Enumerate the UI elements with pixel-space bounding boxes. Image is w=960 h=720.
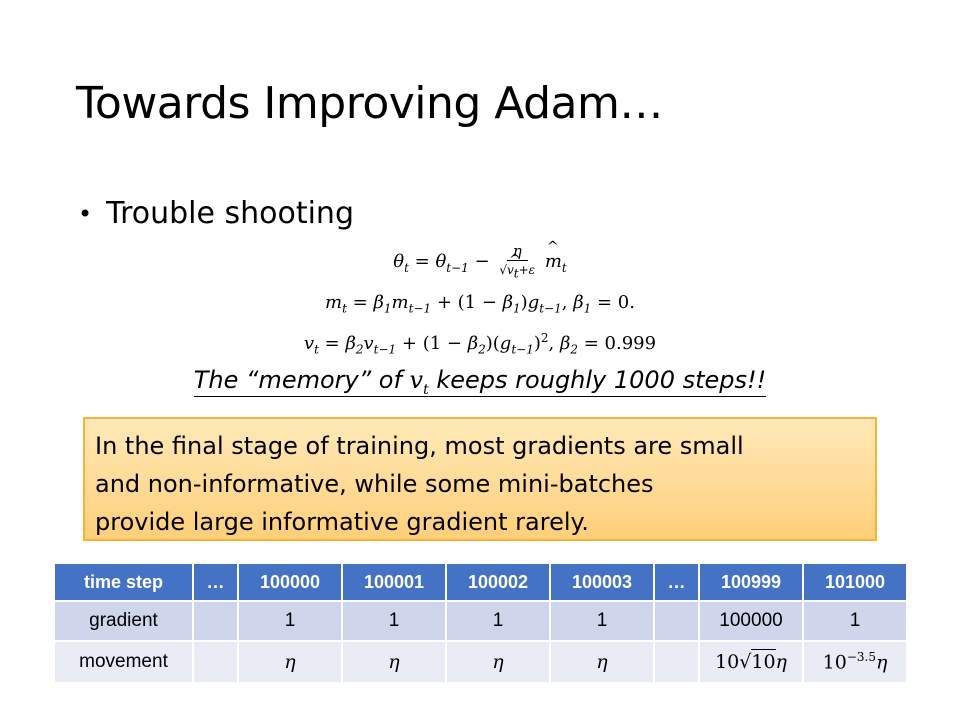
equation-theta-update: θt = θt−1 − η √vt+ε mt (0, 242, 960, 282)
table-cell: η (549, 640, 655, 684)
header-cell: 100000 (237, 562, 343, 602)
table-cell: 1 (445, 600, 551, 642)
header-cell: 100999 (698, 562, 804, 602)
bullet-item: • Trouble shooting (78, 196, 354, 231)
beta2-value: 0.999 (604, 333, 657, 354)
bullet-dot-icon: • (78, 199, 93, 228)
table-row-movement: movement η η η η 10√10η 10−3.5η (53, 640, 908, 684)
fraction-eta: η √vt+ε (499, 242, 535, 282)
table-cell: 1 (341, 600, 447, 642)
callout-line: In the final stage of training, most gra… (95, 432, 744, 460)
table-cell (192, 600, 239, 642)
gradient-table: time step … 100000 100001 100002 100003 … (53, 562, 908, 684)
table-header-row: time step … 100000 100001 100002 100003 … (53, 562, 908, 602)
memory-note: The “memory” of vt keeps roughly 1000 st… (0, 366, 960, 398)
header-cell: 101000 (802, 562, 908, 602)
table-cell-large-movement: 10√10η (698, 640, 804, 684)
memory-note-var: vt (409, 366, 429, 398)
header-cell: 100002 (445, 562, 551, 602)
table-cell (653, 600, 700, 642)
header-cell: … (192, 562, 239, 602)
bullet-text: Trouble shooting (106, 196, 354, 231)
table-cell: η (445, 640, 551, 684)
table-row-gradient: gradient 1 1 1 1 100000 1 (53, 600, 908, 642)
table-cell: η (237, 640, 343, 684)
table-cell: η (341, 640, 447, 684)
callout-line: and non-informative, while some mini-bat… (95, 470, 654, 498)
beta1-value: 0. (617, 292, 635, 313)
table-cell: 100000 (698, 600, 804, 642)
table-cell-small-movement: 10−3.5η (802, 640, 908, 684)
table-cell (192, 640, 239, 684)
header-cell: time step (53, 562, 194, 602)
header-cell: 100003 (549, 562, 655, 602)
callout-box: In the final stage of training, most gra… (83, 417, 877, 541)
table-cell: 1 (802, 600, 908, 642)
table-cell: 1 (549, 600, 655, 642)
header-cell: … (653, 562, 700, 602)
row-label: movement (53, 640, 194, 684)
callout-line: provide large informative gradient rarel… (95, 508, 589, 536)
slide-title: Towards Improving Adam… (76, 78, 663, 129)
memory-note-before: The “memory” of (193, 366, 410, 394)
memory-note-after: keeps roughly 1000 steps!! (428, 366, 767, 394)
header-cell: 100001 (341, 562, 447, 602)
table-cell: 1 (237, 600, 343, 642)
equation-m-update: mt = β1mt−1 + (1 − β1)gt−1, β1 = 0. (325, 292, 635, 316)
equation-v-update: vt = β2vt−1 + (1 − β2)(gt−1)2, β2 = 0.99… (303, 331, 657, 357)
row-label: gradient (53, 600, 194, 642)
table-cell (653, 640, 700, 684)
